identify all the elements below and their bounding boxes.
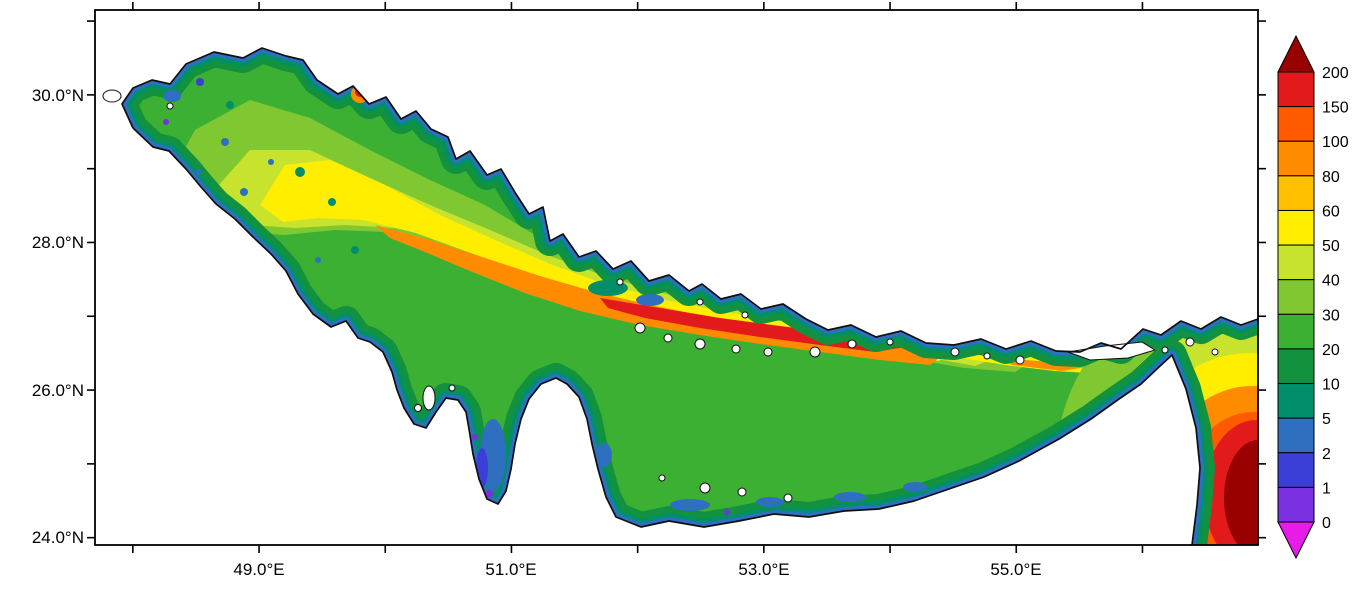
colorbar-label: 5 bbox=[1322, 411, 1331, 428]
y-tick-label-24n: 24.0°N bbox=[32, 528, 84, 547]
colorbar-segment bbox=[1277, 313, 1315, 350]
colorbar-segment bbox=[1277, 383, 1315, 419]
x-tick-label-51e: 51.0°E bbox=[485, 560, 536, 579]
plot-frame bbox=[94, 9, 1259, 546]
axis-ticks bbox=[87, 2, 1266, 553]
colorbar-label: 1 bbox=[1322, 480, 1331, 497]
x-tick-label-49e: 49.0°E bbox=[233, 560, 284, 579]
colorbar-label: 150 bbox=[1322, 100, 1349, 117]
colorbar-segment bbox=[1277, 452, 1315, 488]
x-tick-label-53e: 53.0°E bbox=[738, 560, 789, 579]
colorbar-segment bbox=[1277, 486, 1315, 523]
band-orange bbox=[375, 225, 945, 365]
colorbar-segment bbox=[1277, 279, 1315, 315]
axis-labels: 49.0°E 51.0°E 53.0°E 55.0°E 30.0°N 28.0°… bbox=[32, 86, 1042, 579]
x-tick-label-55e: 55.0°E bbox=[990, 560, 1041, 579]
colorbar-label: 30 bbox=[1322, 307, 1340, 324]
y-tick-label-30n: 30.0°N bbox=[32, 86, 84, 105]
colorbar-label: 10 bbox=[1322, 377, 1340, 394]
colorbar-segment bbox=[1277, 348, 1315, 385]
colorbar-label: 80 bbox=[1322, 169, 1340, 186]
colorbar-segment bbox=[1277, 71, 1315, 108]
colorbar-segment bbox=[1277, 175, 1315, 211]
y-tick-label-28n: 28.0°N bbox=[32, 233, 84, 252]
colorbar-label: 2 bbox=[1322, 446, 1331, 463]
colorbar-segment bbox=[1277, 209, 1315, 246]
colorbar-label: 40 bbox=[1322, 273, 1340, 290]
colorbar-segment bbox=[1277, 417, 1315, 454]
colorbar-segment bbox=[1277, 244, 1315, 281]
colorbar-label: 200 bbox=[1322, 65, 1349, 82]
colorbar-label: 50 bbox=[1322, 238, 1340, 255]
wash-light-green bbox=[165, 100, 1040, 372]
islands bbox=[102, 89, 1219, 503]
colorbar-label: 100 bbox=[1322, 134, 1349, 151]
y-tick-label-26n: 26.0°N bbox=[32, 381, 84, 400]
colorbar-segment bbox=[1277, 106, 1315, 142]
colorbar-label: 20 bbox=[1322, 342, 1340, 359]
colorbar-arrow-bottom bbox=[1277, 521, 1315, 560]
colorbar-label: 0 bbox=[1322, 515, 1331, 532]
colorbar-label: 60 bbox=[1322, 203, 1340, 220]
colorbar-segment bbox=[1277, 140, 1315, 177]
